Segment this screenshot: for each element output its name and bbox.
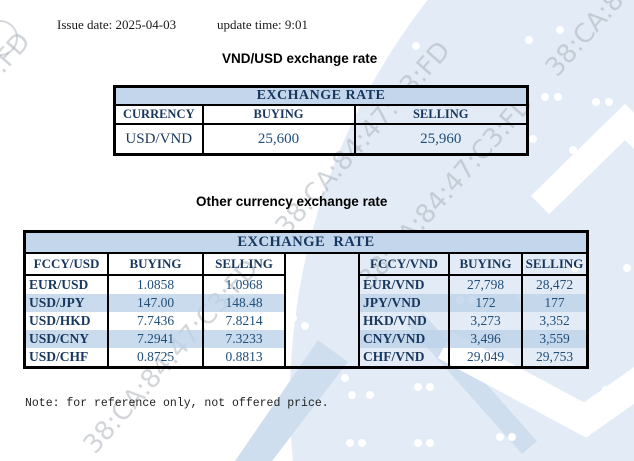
rate-value-cell: 3,496 bbox=[448, 330, 523, 348]
rate-value-cell: 147.00 bbox=[107, 294, 204, 312]
column-header: FCCY/VND bbox=[360, 254, 450, 276]
currency-pair-cell: CNY/VND bbox=[360, 330, 450, 348]
rate-value-cell: 29,753 bbox=[521, 348, 586, 366]
currency-pair-cell: EUR/VND bbox=[360, 275, 450, 294]
table-row: USD/JPY 147.00 148.48 bbox=[26, 294, 284, 312]
table-row: EUR/USD 1.0858 1.0968 bbox=[26, 275, 284, 294]
currency-pair-cell: USD/JPY bbox=[26, 294, 109, 312]
table-column-headers: FCCY/VND BUYING SELLING bbox=[360, 254, 586, 276]
rate-value-cell: 0.8813 bbox=[202, 348, 284, 366]
table-row: JPY/VND 172 177 bbox=[360, 294, 586, 312]
table-spacer-column bbox=[284, 254, 360, 366]
currency-pair-cell: USD/CNY bbox=[26, 330, 109, 348]
currency-pair-cell: USD/HKD bbox=[26, 312, 109, 330]
rate-value-cell: 1.0968 bbox=[202, 275, 284, 294]
currency-pair-cell: JPY/VND bbox=[360, 294, 450, 312]
table-row: USD/VND 25,600 25,960 bbox=[113, 123, 529, 156]
rate-value-cell: 7.7436 bbox=[107, 312, 204, 330]
rate-value-cell: 3,559 bbox=[521, 330, 586, 348]
rate-value-cell: 7.3233 bbox=[202, 330, 284, 348]
rate-value-cell: 29,049 bbox=[448, 348, 523, 366]
table-row: USD/CNY 7.2941 7.3233 bbox=[26, 330, 284, 348]
table-title: EXCHANGE RATE bbox=[113, 85, 529, 106]
usd-vnd-rate-table: EXCHANGE RATE CURRENCY BUYING SELLING USD/… bbox=[113, 85, 529, 156]
table-column-headers: CURRENCY BUYING SELLING bbox=[113, 104, 529, 125]
rate-value-cell: 1.0858 bbox=[107, 275, 204, 294]
column-header: CURRENCY bbox=[113, 104, 204, 125]
column-header: SELLING bbox=[521, 254, 586, 276]
issue-date: Issue date: 2025-04-03 bbox=[57, 17, 177, 32]
rate-value-cell: 177 bbox=[521, 294, 586, 312]
column-header: BUYING bbox=[201, 104, 356, 125]
rate-value-cell: 27,798 bbox=[448, 275, 523, 294]
table-body: EUR/VND 27,798 28,472 JPY/VND 172 177 HKD/VND 3… bbox=[360, 275, 586, 366]
table-row: USD/HKD 7.7436 7.8214 bbox=[26, 312, 284, 330]
currency-pair-cell: USD/CHF bbox=[26, 348, 109, 366]
svg-text:38:CA:84:47:C3:FD: 38:CA:84:47:C3:FD bbox=[0, 27, 37, 233]
table-body: USD/VND 25,600 25,960 bbox=[113, 123, 529, 156]
column-header: FCCY/USD bbox=[26, 254, 109, 276]
rate-value-cell: 3,273 bbox=[448, 312, 523, 330]
chevron-down-icon bbox=[437, 331, 634, 438]
currency-pair-cell: CHF/VND bbox=[360, 348, 450, 366]
rate-value-cell: 25,960 bbox=[353, 123, 529, 156]
currency-pair-cell: EUR/USD bbox=[26, 275, 109, 294]
table-row: CHF/VND 29,049 29,753 bbox=[360, 348, 586, 366]
table-row: CNY/VND 3,496 3,559 bbox=[360, 330, 586, 348]
table-body: EUR/USD 1.0858 1.0968 USD/JPY 147.00 148.48 US… bbox=[26, 275, 284, 366]
rate-value-cell: 172 bbox=[448, 294, 523, 312]
update-time: update time: 9:01 bbox=[217, 17, 308, 32]
column-header: SELLING bbox=[202, 254, 284, 276]
other-currency-rate-table: EXCHANGE RATE FCCY/USD BUYING SELLING EUR/… bbox=[23, 230, 589, 369]
rate-value-cell: 7.8214 bbox=[202, 312, 284, 330]
fccy-vnd-subtable: FCCY/VND BUYING SELLING EUR/VND 27,798 28,47… bbox=[360, 254, 586, 366]
rate-value-cell: 0.8725 bbox=[107, 348, 204, 366]
column-header: SELLING bbox=[353, 104, 529, 125]
reference-note: Note: for reference only, not offered pr… bbox=[25, 397, 329, 410]
rate-value-cell: 3,352 bbox=[521, 312, 586, 330]
rate-value-cell: 7.2941 bbox=[107, 330, 204, 348]
column-header: BUYING bbox=[107, 254, 204, 276]
currency-pair-cell: HKD/VND bbox=[360, 312, 450, 330]
table-row: EUR/VND 27,798 28,472 bbox=[360, 275, 586, 294]
chevron-up-icon bbox=[530, 103, 634, 215]
section-title-vnd-usd: VND/USD exchange rate bbox=[222, 51, 378, 66]
corner-circle-mark bbox=[0, 20, 18, 56]
table-title: EXCHANGE RATE bbox=[26, 233, 586, 254]
rate-value-cell: 148.48 bbox=[202, 294, 284, 312]
table-row: HKD/VND 3,273 3,352 bbox=[360, 312, 586, 330]
table-column-headers: FCCY/USD BUYING SELLING bbox=[26, 254, 284, 276]
rate-value-cell: 28,472 bbox=[521, 275, 586, 294]
currency-pair-cell: USD/VND bbox=[113, 123, 204, 156]
column-header: BUYING bbox=[448, 254, 523, 276]
fccy-usd-subtable: FCCY/USD BUYING SELLING EUR/USD 1.0858 1.096… bbox=[26, 254, 284, 366]
logo-diagonal-stripe bbox=[235, 340, 348, 461]
rate-value-cell: 25,600 bbox=[201, 123, 356, 156]
table-row: USD/CHF 0.8725 0.8813 bbox=[26, 348, 284, 366]
section-title-other-currency: Other currency exchange rate bbox=[196, 194, 388, 209]
